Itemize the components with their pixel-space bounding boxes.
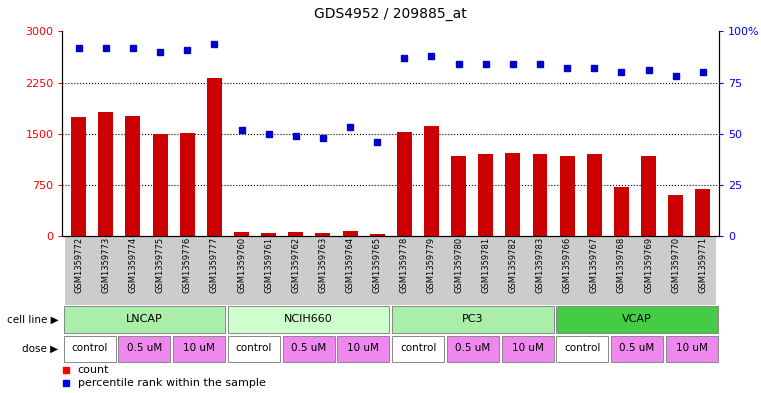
Text: PC3: PC3: [462, 314, 484, 324]
Text: 0.5 uM: 0.5 uM: [619, 343, 654, 353]
Bar: [608, 236, 635, 305]
Bar: [119, 236, 147, 305]
Bar: [424, 126, 439, 236]
Text: 0.5 uM: 0.5 uM: [127, 343, 162, 353]
Bar: [662, 236, 689, 305]
Text: 0.5 uM: 0.5 uM: [455, 343, 491, 353]
Text: percentile rank within the sample: percentile rank within the sample: [78, 378, 266, 388]
Bar: [501, 336, 553, 362]
Text: count: count: [78, 365, 109, 375]
Bar: [581, 236, 608, 305]
Text: control: control: [236, 343, 272, 353]
Text: 10 uM: 10 uM: [676, 343, 708, 353]
Bar: [505, 153, 521, 236]
Bar: [342, 231, 358, 236]
Bar: [635, 236, 662, 305]
Bar: [689, 236, 716, 305]
Bar: [207, 79, 222, 236]
Bar: [310, 236, 336, 305]
Text: 10 uM: 10 uM: [183, 343, 215, 353]
Bar: [614, 187, 629, 236]
Bar: [72, 117, 86, 236]
Bar: [527, 236, 553, 305]
Bar: [553, 236, 581, 305]
Text: control: control: [400, 343, 436, 353]
Bar: [418, 236, 445, 305]
Bar: [174, 336, 225, 362]
Text: control: control: [564, 343, 600, 353]
Bar: [316, 233, 330, 236]
Text: control: control: [72, 343, 108, 353]
Bar: [337, 336, 390, 362]
Bar: [370, 234, 384, 236]
Bar: [64, 306, 225, 332]
Bar: [533, 154, 547, 236]
Bar: [472, 236, 499, 305]
Bar: [92, 236, 119, 305]
Bar: [696, 189, 710, 236]
Bar: [611, 336, 663, 362]
Text: dose ▶: dose ▶: [23, 344, 59, 354]
Bar: [65, 236, 92, 305]
Text: cell line ▶: cell line ▶: [7, 314, 59, 324]
Bar: [479, 154, 493, 236]
Bar: [641, 156, 656, 236]
Bar: [228, 236, 255, 305]
Bar: [666, 336, 718, 362]
Bar: [587, 154, 602, 236]
Text: LNCAP: LNCAP: [126, 314, 163, 324]
Bar: [147, 236, 174, 305]
Bar: [364, 236, 390, 305]
Bar: [447, 336, 499, 362]
Bar: [336, 236, 364, 305]
Bar: [201, 236, 228, 305]
Bar: [451, 156, 466, 236]
Bar: [445, 236, 472, 305]
Text: NCIH660: NCIH660: [285, 314, 333, 324]
Bar: [392, 306, 553, 332]
Bar: [499, 236, 527, 305]
Bar: [288, 232, 303, 236]
Bar: [392, 336, 444, 362]
Bar: [228, 306, 390, 332]
Bar: [397, 132, 412, 236]
Bar: [255, 236, 282, 305]
Text: 10 uM: 10 uM: [348, 343, 379, 353]
Bar: [668, 195, 683, 236]
Bar: [559, 156, 575, 236]
Bar: [282, 236, 310, 305]
Bar: [174, 236, 201, 305]
Text: VCAP: VCAP: [622, 314, 652, 324]
Bar: [282, 336, 335, 362]
Bar: [98, 112, 113, 236]
Bar: [556, 306, 718, 332]
Bar: [234, 232, 249, 236]
Text: 0.5 uM: 0.5 uM: [291, 343, 326, 353]
Text: GDS4952 / 209885_at: GDS4952 / 209885_at: [314, 7, 467, 21]
Text: 10 uM: 10 uM: [511, 343, 543, 353]
Bar: [126, 116, 141, 236]
Bar: [228, 336, 280, 362]
Bar: [180, 133, 195, 236]
Bar: [64, 336, 116, 362]
Bar: [119, 336, 170, 362]
Bar: [556, 336, 608, 362]
Bar: [261, 233, 276, 236]
Bar: [153, 134, 167, 236]
Bar: [390, 236, 418, 305]
